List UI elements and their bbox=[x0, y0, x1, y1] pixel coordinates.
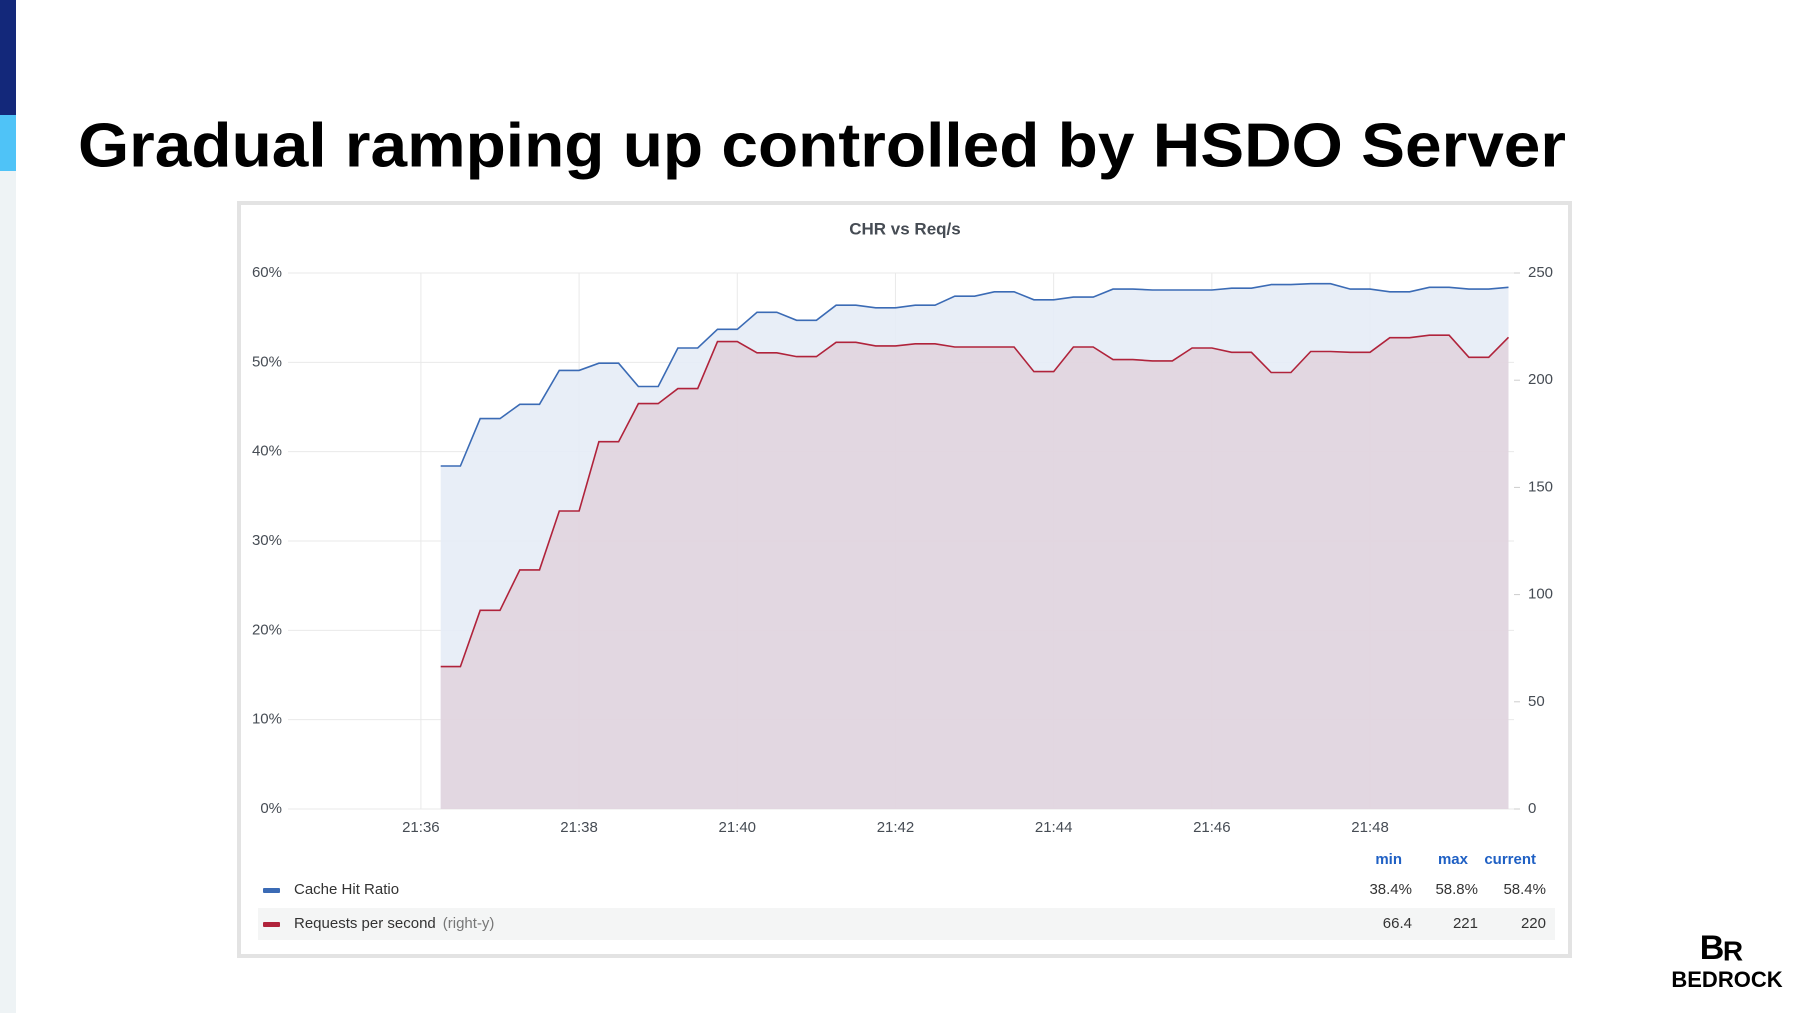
x-tick-label: 21:44 bbox=[1035, 819, 1073, 836]
legend-stat: 220 bbox=[1521, 915, 1546, 932]
x-tick-label: 21:38 bbox=[560, 819, 598, 836]
y2-tick-label: 50 bbox=[1528, 693, 1545, 710]
y2-tick-label: 0 bbox=[1528, 800, 1536, 817]
side-accent-light bbox=[0, 115, 16, 171]
chart-title: CHR vs Req/s bbox=[849, 219, 960, 238]
legend-swatch bbox=[263, 888, 280, 893]
legend-label: Requests per second bbox=[294, 915, 436, 932]
y2-tick-label: 200 bbox=[1528, 371, 1553, 388]
y-tick-label: 50% bbox=[252, 353, 282, 370]
y2-tick-label: 100 bbox=[1528, 586, 1553, 603]
side-strip bbox=[0, 0, 16, 1013]
legend-stat: 66.4 bbox=[1383, 915, 1412, 932]
series-line bbox=[440, 282, 1509, 467]
y-tick-label: 20% bbox=[252, 621, 282, 638]
legend-axis-note: (right-y) bbox=[443, 915, 495, 932]
side-accent-dark bbox=[0, 0, 16, 115]
series-line bbox=[440, 334, 1510, 668]
y-tick-label: 60% bbox=[252, 264, 282, 281]
legend-stat: 221 bbox=[1453, 915, 1478, 932]
legend-header: min bbox=[1375, 851, 1402, 868]
y-tick-label: 10% bbox=[252, 711, 282, 728]
plot: 21:36 21:38 21:40 21:42 21:44 21:46 21:48 0% 10%… bbox=[252, 264, 1553, 932]
x-tick-label: 21:46 bbox=[1193, 819, 1231, 836]
slide-title: Gradual ramping up controlled by HSDO Se… bbox=[78, 111, 1566, 180]
y-tick-label: 30% bbox=[252, 532, 282, 549]
logo: B R BEDROCK bbox=[1671, 929, 1782, 992]
logo-mark: R bbox=[1723, 935, 1743, 966]
legend-stat: 38.4% bbox=[1369, 881, 1412, 898]
logo-text: BEDROCK bbox=[1671, 967, 1782, 992]
y2-tick-label: 150 bbox=[1528, 478, 1553, 495]
legend-swatch bbox=[263, 922, 280, 927]
y-tick-label: 40% bbox=[252, 443, 282, 460]
x-tick-label: 21:42 bbox=[877, 819, 915, 836]
legend-row-band bbox=[258, 908, 1555, 940]
legend-stat: 58.4% bbox=[1503, 881, 1546, 898]
legend-header: current bbox=[1484, 851, 1536, 868]
legend-header: max bbox=[1438, 851, 1469, 868]
x-tick-label: 21:40 bbox=[718, 819, 756, 836]
x-tick-label: 21:36 bbox=[402, 819, 440, 836]
legend-stat: 58.8% bbox=[1435, 881, 1478, 898]
logo-mark: B bbox=[1700, 929, 1725, 967]
legend-label: Cache Hit Ratio bbox=[294, 881, 399, 898]
y2-tick-label: 250 bbox=[1528, 264, 1553, 281]
series-area bbox=[440, 335, 1509, 809]
y-tick-label: 0% bbox=[260, 800, 282, 817]
x-tick-label: 21:48 bbox=[1351, 819, 1389, 836]
